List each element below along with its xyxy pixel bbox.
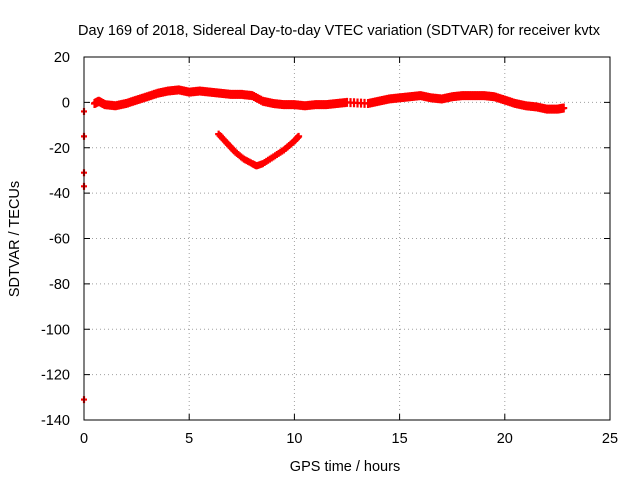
x-axis-label: GPS time / hours — [290, 459, 400, 475]
y-tick-label: -80 — [49, 277, 70, 293]
y-tick-labels: 20 0 -20 -40 -60 -80 -100 -120 -140 — [41, 50, 70, 429]
data-points — [81, 85, 568, 404]
series-main-track — [91, 85, 568, 114]
y-tick-label: -100 — [41, 322, 70, 338]
x-tick-label: 20 — [497, 431, 513, 447]
y-tick-label: 20 — [54, 50, 70, 66]
y-tick-label: -60 — [49, 232, 70, 248]
y-tick-label: -20 — [49, 141, 70, 157]
axis-ticks — [83, 56, 611, 421]
x-tick-labels: 0 5 10 15 20 25 — [80, 431, 618, 447]
x-tick-label: 25 — [602, 431, 618, 447]
plot-frame — [83, 56, 611, 421]
data-point-marker — [560, 103, 568, 113]
data-point-marker — [295, 132, 303, 140]
chart-title: Day 169 of 2018, Sidereal Day-to-day VTE… — [78, 23, 601, 39]
x-tick-label: 0 — [80, 431, 88, 447]
y-tick-label: 0 — [62, 95, 70, 111]
y-axis-label: SDTVAR / TECUs — [7, 181, 23, 297]
x-tick-label: 5 — [185, 431, 193, 447]
y-tick-label: -120 — [41, 368, 70, 384]
x-tick-label: 15 — [392, 431, 408, 447]
x-tick-label: 10 — [286, 431, 302, 447]
grid-lines — [84, 57, 610, 420]
series-dip-arc — [215, 130, 303, 170]
y-tick-label: -40 — [49, 186, 70, 202]
y-tick-label: -140 — [41, 413, 70, 429]
